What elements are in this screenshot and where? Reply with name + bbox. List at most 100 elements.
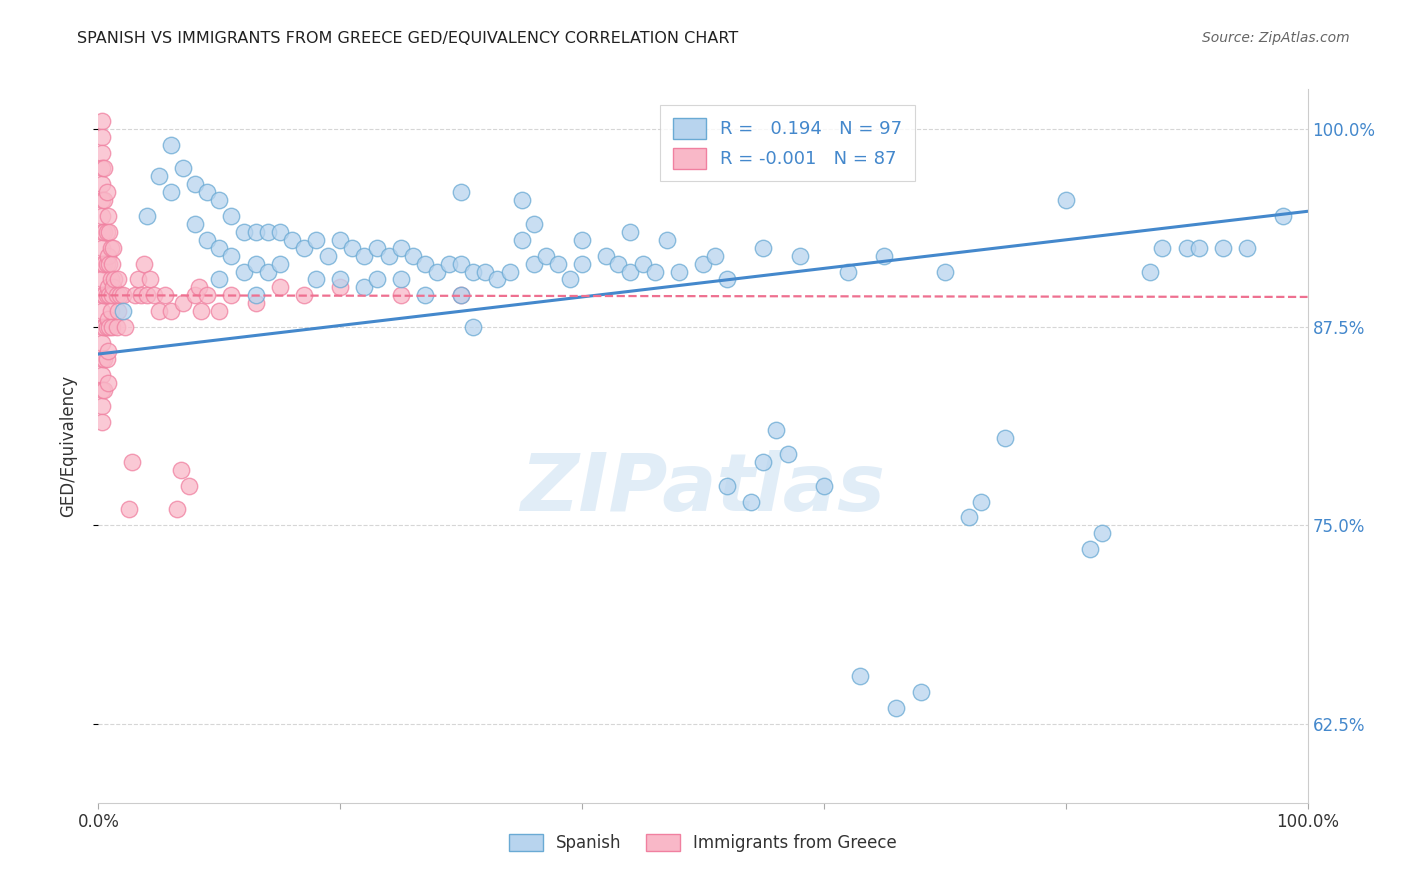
Point <box>873 249 896 263</box>
Point <box>98 225 121 239</box>
Point <box>91 114 114 128</box>
Point <box>221 209 243 223</box>
Point <box>97 376 120 390</box>
Point <box>100 241 122 255</box>
Point <box>91 415 114 429</box>
Point <box>353 280 375 294</box>
Point <box>93 257 115 271</box>
Point <box>970 494 993 508</box>
Text: Source: ZipAtlas.com: Source: ZipAtlas.com <box>1202 31 1350 45</box>
Point <box>849 669 872 683</box>
Point <box>486 272 509 286</box>
Point <box>329 272 352 286</box>
Point <box>143 288 166 302</box>
Point <box>957 510 980 524</box>
Point <box>91 257 114 271</box>
Point <box>100 257 122 271</box>
Point <box>93 161 115 176</box>
Point <box>463 320 485 334</box>
Point <box>96 351 118 366</box>
Point <box>1152 241 1174 255</box>
Point <box>450 186 472 200</box>
Point <box>98 288 121 302</box>
Point <box>93 351 115 366</box>
Point <box>148 169 170 184</box>
Point <box>97 280 120 294</box>
Point <box>269 280 291 294</box>
Point <box>752 241 775 255</box>
Point <box>1091 526 1114 541</box>
Point <box>96 186 118 200</box>
Point <box>93 193 115 207</box>
Point <box>631 257 654 271</box>
Point <box>195 186 218 200</box>
Point <box>97 312 120 326</box>
Point <box>221 288 243 302</box>
Point <box>98 257 121 271</box>
Point <box>91 129 114 144</box>
Text: ZIPatlas: ZIPatlas <box>520 450 886 528</box>
Point <box>1188 241 1211 255</box>
Point <box>716 272 738 286</box>
Point <box>232 264 254 278</box>
Point <box>389 288 412 302</box>
Point <box>510 233 533 247</box>
Point <box>93 225 115 239</box>
Point <box>97 209 120 223</box>
Point <box>1272 209 1295 223</box>
Point <box>305 233 328 247</box>
Point <box>108 288 131 302</box>
Point <box>91 400 114 414</box>
Text: SPANISH VS IMMIGRANTS FROM GREECE GED/EQUIVALENCY CORRELATION CHART: SPANISH VS IMMIGRANTS FROM GREECE GED/EQ… <box>77 31 738 46</box>
Point <box>139 272 162 286</box>
Point <box>91 272 114 286</box>
Point <box>450 257 472 271</box>
Point <box>413 288 436 302</box>
Point <box>105 288 128 302</box>
Point <box>135 288 157 302</box>
Point <box>100 320 122 334</box>
Point <box>111 288 134 302</box>
Point <box>184 217 207 231</box>
Point <box>547 257 569 271</box>
Point <box>571 257 593 271</box>
Point <box>208 193 231 207</box>
Point <box>160 304 183 318</box>
Point <box>523 257 546 271</box>
Point <box>91 288 114 302</box>
Point <box>1078 542 1101 557</box>
Point <box>100 272 122 286</box>
Point <box>160 137 183 152</box>
Point <box>166 502 188 516</box>
Point <box>179 478 201 492</box>
Point <box>353 249 375 263</box>
Legend: Spanish, Immigrants from Greece: Spanish, Immigrants from Greece <box>502 827 904 859</box>
Point <box>124 288 146 302</box>
Point <box>1054 193 1077 207</box>
Point <box>135 209 157 223</box>
Point <box>172 161 194 176</box>
Point <box>91 320 114 334</box>
Point <box>366 272 388 286</box>
Point <box>994 431 1017 445</box>
Point <box>190 304 212 318</box>
Point <box>221 249 243 263</box>
Point <box>1212 241 1234 255</box>
Point <box>776 447 799 461</box>
Point <box>91 304 114 318</box>
Point <box>1139 264 1161 278</box>
Point <box>245 225 267 239</box>
Point <box>934 264 956 278</box>
Point <box>752 455 775 469</box>
Point <box>91 178 114 192</box>
Point <box>571 233 593 247</box>
Point <box>450 288 472 302</box>
Point <box>644 264 666 278</box>
Point <box>498 264 520 278</box>
Point <box>837 264 859 278</box>
Point <box>595 249 617 263</box>
Point <box>153 288 176 302</box>
Point <box>91 351 114 366</box>
Point <box>269 257 291 271</box>
Point <box>187 280 209 294</box>
